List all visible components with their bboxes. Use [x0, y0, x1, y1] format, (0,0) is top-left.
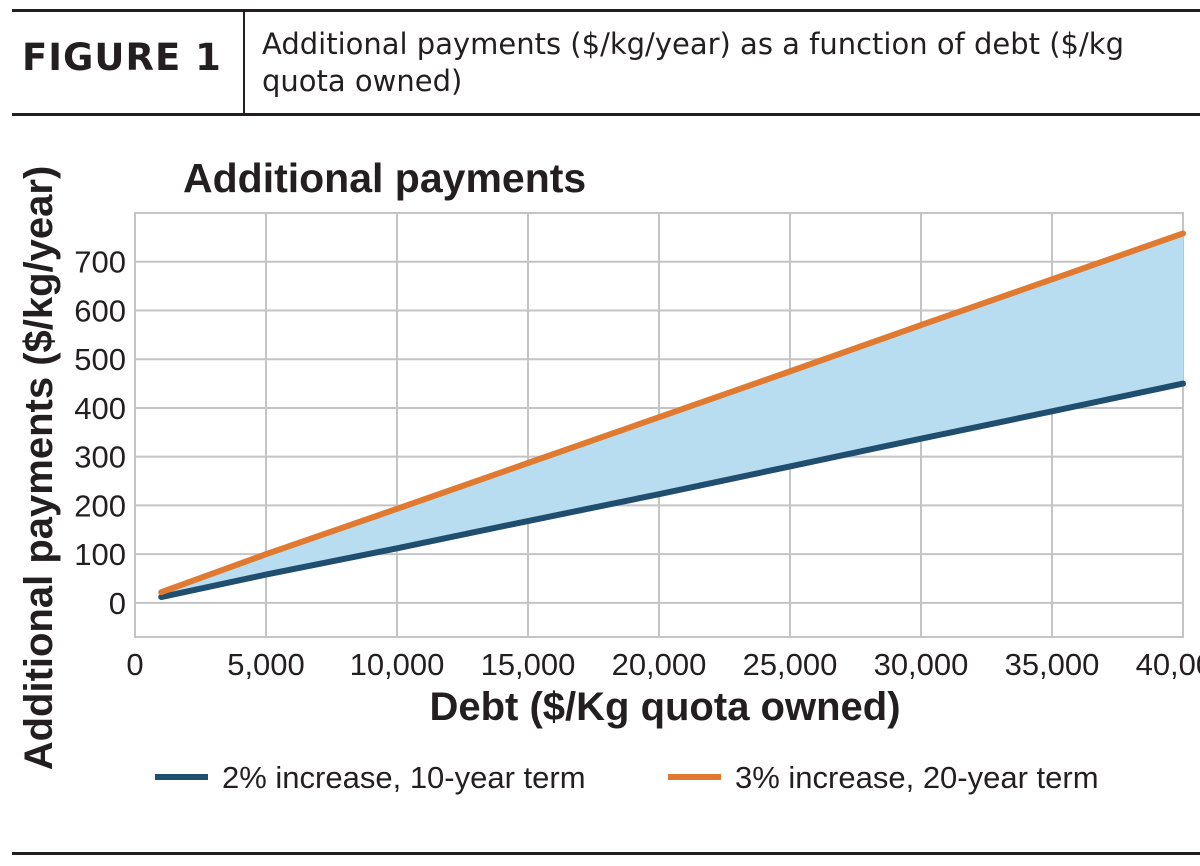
y-tick-label: 0 [109, 586, 126, 621]
legend: 2% increase, 10-year term 3% increase, 2… [155, 760, 1099, 795]
x-tick-label: 0 [126, 647, 143, 682]
y-tick-label: 500 [74, 342, 126, 377]
bottom-rule [12, 852, 1200, 855]
x-tick-label: 35,000 [1005, 647, 1100, 682]
figure-header-divider [243, 12, 245, 113]
series-line-3pct-20yr [158, 230, 1186, 596]
top-rule [12, 9, 1200, 12]
x-tick-label: 30,000 [874, 647, 969, 682]
y-tick-label: 400 [74, 391, 126, 426]
x-tick-label: 15,000 [481, 647, 576, 682]
y-axis-ticks: 0 100 200 300 400 500 600 700 [74, 245, 126, 621]
x-axis-ticks: 0 5,000 10,000 15,000 20,000 25,000 30,000 35,0… [126, 647, 1200, 682]
y-tick-label: 200 [74, 488, 126, 523]
legend-label-3pct-20yr: 3% increase, 20-year term [735, 760, 1099, 795]
x-tick-label: 40,000 [1136, 647, 1200, 682]
y-tick-label: 600 [74, 293, 126, 328]
x-tick-label: 25,000 [743, 647, 838, 682]
legend-label-2pct-10yr: 2% increase, 10-year term [222, 760, 586, 795]
x-axis-title: Debt ($/Kg quota owned) [429, 685, 900, 729]
x-tick-label: 20,000 [612, 647, 707, 682]
y-axis-title: Additional payments ($/kg/year) [17, 166, 61, 771]
x-tick-label: 5,000 [227, 647, 305, 682]
y-tick-label: 700 [74, 245, 126, 280]
chart-title: Additional payments [183, 155, 586, 201]
y-tick-label: 300 [74, 440, 126, 475]
series-line-2pct-10yr [158, 380, 1186, 601]
chart-grid [134, 213, 1184, 637]
header-bottom-rule [12, 113, 1200, 116]
x-tick-label: 10,000 [350, 647, 445, 682]
plot-frame [134, 212, 1184, 638]
figure-label: FIGURE 1 [22, 36, 222, 79]
y-tick-label: 100 [74, 537, 126, 572]
figure-caption: Additional payments ($/kg/year) as a fun… [262, 27, 1124, 98]
